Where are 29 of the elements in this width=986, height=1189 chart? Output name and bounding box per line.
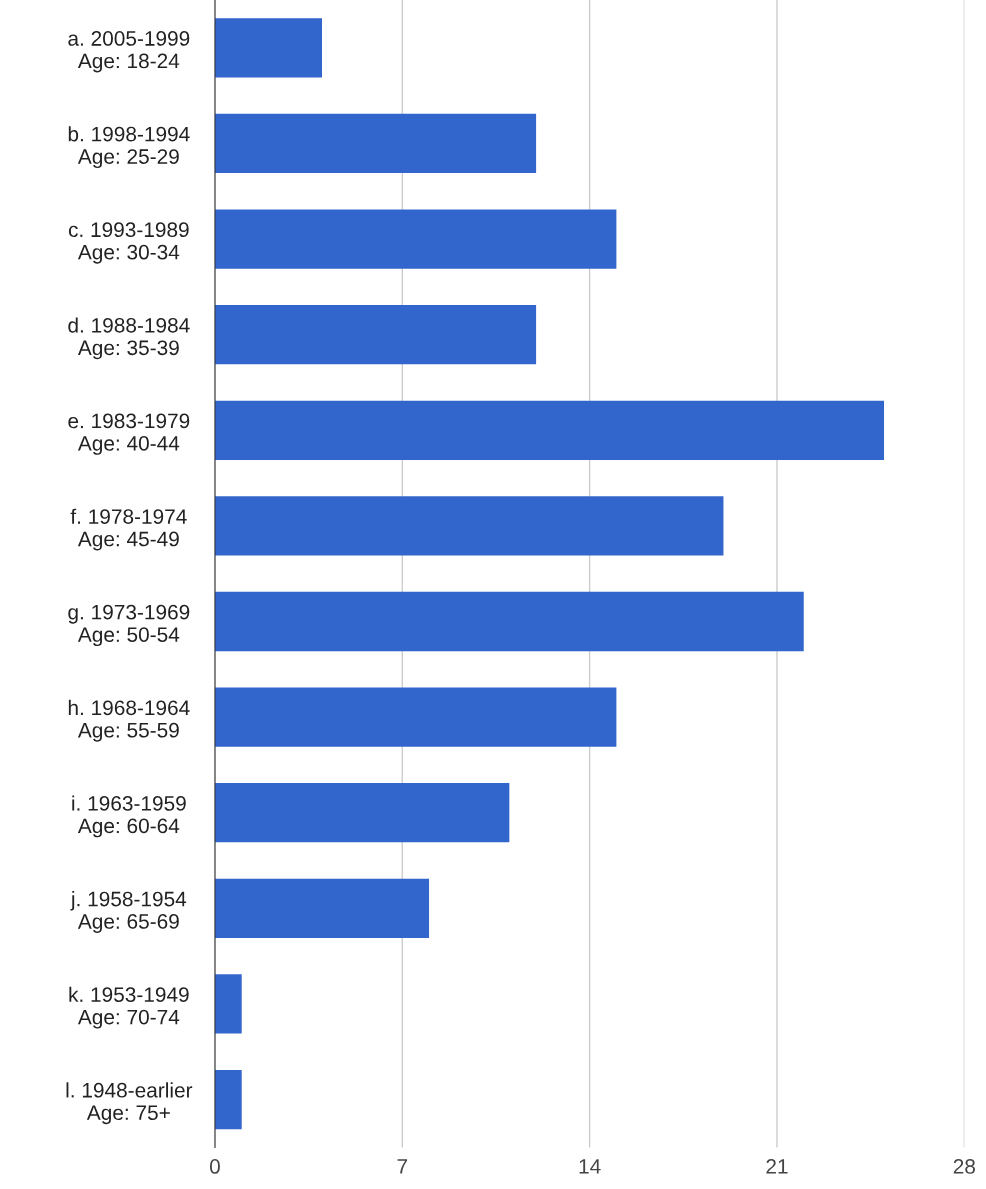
y-tick-label: l. 1948-earlier Age: 75+ bbox=[66, 1082, 193, 1125]
y-tick-label: i. 1963-1959 Age: 60-64 bbox=[72, 795, 186, 838]
bar bbox=[214, 113, 537, 174]
y-tick-label: k. 1953-1949 Age: 70-74 bbox=[69, 986, 189, 1029]
y-tick-label: c. 1993-1989 Age: 30-34 bbox=[68, 222, 189, 264]
y-tick-label: h. 1968-1964 Age: 55-59 bbox=[68, 699, 190, 742]
y-tick-label: b. 1998-1994 Age: 25-29 bbox=[68, 126, 190, 169]
x-tick-label: 21 bbox=[766, 1159, 788, 1174]
y-tick-label: f. 1978-1974 Age: 45-49 bbox=[70, 508, 187, 551]
bar bbox=[214, 783, 510, 843]
bar bbox=[214, 591, 804, 652]
bar bbox=[214, 400, 885, 460]
y-tick-label: a. 2005-1999 Age: 18-24 bbox=[68, 31, 190, 73]
y-tick-label: d. 1988-1984 Age: 35-39 bbox=[68, 317, 190, 360]
bar bbox=[214, 305, 537, 365]
y-tick-label: g. 1973-1969 Age: 50-54 bbox=[68, 604, 190, 647]
bar bbox=[214, 18, 322, 78]
y-tick-label: e. 1983-1979 Age: 40-44 bbox=[68, 413, 190, 455]
x-tick-label: 14 bbox=[579, 1159, 601, 1174]
bar bbox=[214, 974, 242, 1034]
bar bbox=[214, 878, 430, 938]
x-tick-label: 28 bbox=[953, 1159, 975, 1174]
bar bbox=[214, 496, 724, 556]
bar bbox=[214, 1069, 242, 1130]
y-tick-label: j. 1958-1954 Age: 65-69 bbox=[70, 891, 187, 933]
x-tick-label: 7 bbox=[397, 1159, 408, 1174]
x-tick-label: 0 bbox=[209, 1159, 220, 1174]
bar bbox=[214, 687, 617, 747]
bar bbox=[214, 209, 617, 269]
